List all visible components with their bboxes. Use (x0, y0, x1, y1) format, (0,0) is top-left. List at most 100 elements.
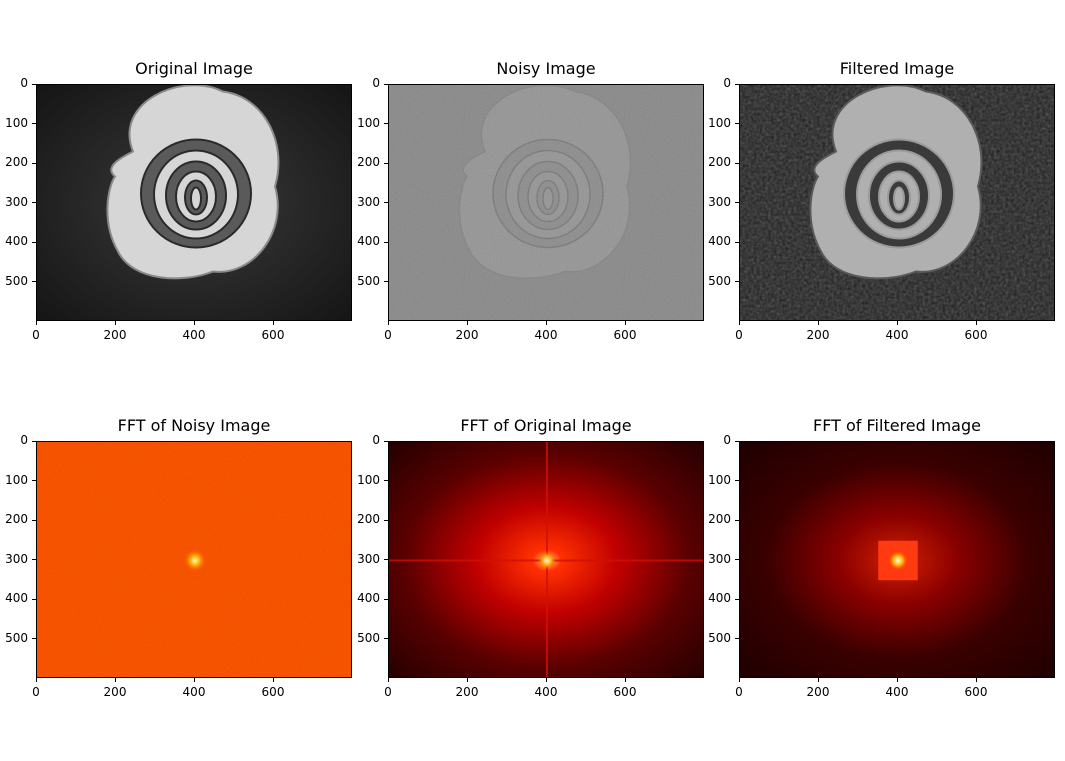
x-tick-label: 600 (613, 685, 637, 699)
x-tick-label: 0 (384, 328, 392, 342)
y-tick-mark (735, 519, 739, 521)
y-tick-label: 500 (357, 630, 380, 645)
x-tick-mark (387, 321, 389, 325)
x-tick-label: 200 (103, 328, 127, 342)
y-tick-label: 200 (5, 155, 28, 169)
x-tick-label: 600 (964, 328, 988, 342)
y-tick-label: 300 (357, 194, 380, 209)
subplot-panel: FFT of Noisy Image 0 200 400 600 0 100 200 300 40… (5, 416, 352, 699)
y-tick-mark (735, 202, 739, 203)
x-tick-mark (466, 678, 468, 682)
x-tick-label: 0 (32, 328, 40, 342)
rose-shape (809, 85, 983, 280)
y-tick-mark (32, 281, 36, 282)
y-tick-label: 0 (723, 433, 731, 447)
plot-area (739, 441, 1055, 678)
y-tick-label: 200 (708, 155, 731, 169)
x-tick-mark (114, 678, 116, 682)
y-tick-label: 300 (357, 551, 380, 566)
x-tick-mark (272, 678, 274, 682)
y-tick-label: 300 (5, 194, 28, 209)
y-tick-label: 300 (708, 551, 731, 566)
x-tick-label: 0 (735, 328, 743, 342)
x-tick-label: 200 (455, 328, 479, 342)
dc-peak (888, 550, 908, 571)
x-tick-label: 600 (964, 685, 988, 699)
dc-peak (183, 548, 207, 573)
x-tick-mark (193, 321, 195, 325)
y-tick-mark (32, 638, 36, 639)
y-tick-label: 200 (357, 512, 380, 526)
y-tick-mark (735, 638, 739, 639)
y-tick-mark (384, 162, 388, 164)
y-tick-mark (384, 202, 388, 203)
y-tick-label: 0 (20, 76, 28, 90)
y-tick-mark (735, 123, 739, 124)
y-tick-mark (32, 241, 36, 243)
subplot-panel: Filtered Image 0 200 400 600 0 100 200 300 400 500 (708, 59, 1055, 342)
x-tick-mark (35, 678, 37, 682)
image-display (389, 85, 703, 320)
subplot-title: FFT of Filtered Image (813, 416, 981, 435)
image-display (740, 85, 1054, 320)
x-tick-label: 400 (534, 328, 558, 342)
y-tick-mark (384, 559, 388, 560)
plot-area (739, 84, 1055, 321)
x-tick-label: 0 (32, 685, 40, 699)
subplot-title: FFT of Original Image (460, 416, 632, 435)
x-tick-label: 200 (806, 685, 830, 699)
x-tick-label: 600 (613, 328, 637, 342)
x-tick-mark (272, 321, 274, 325)
y-tick-label: 0 (723, 76, 731, 90)
x-tick-mark (896, 321, 898, 325)
subplot-panel: Noisy Image 0 200 400 600 0 100 200 300 400 500 (357, 59, 704, 342)
subplot-panel: FFT of Filtered Image 0 200 400 600 0 100 200 30… (708, 416, 1055, 699)
x-tick-label: 400 (534, 685, 558, 699)
subplot-panel: Original Image 0 200 400 600 0 100 200 300 400 500 (5, 59, 352, 342)
y-tick-mark (384, 241, 388, 243)
x-tick-label: 600 (261, 328, 285, 342)
y-tick-label: 400 (5, 234, 28, 248)
x-tick-mark (114, 321, 116, 325)
plot-area (388, 84, 704, 321)
y-tick-mark (735, 162, 739, 164)
y-tick-mark (32, 162, 36, 164)
y-tick-mark (32, 202, 36, 203)
y-tick-label: 400 (357, 234, 380, 248)
y-tick-label: 400 (5, 591, 28, 605)
x-tick-mark (193, 678, 195, 682)
x-tick-mark (975, 678, 977, 682)
y-tick-label: 200 (708, 512, 731, 526)
y-tick-mark (735, 281, 739, 282)
x-tick-mark (466, 321, 468, 325)
y-tick-label: 100 (357, 115, 380, 130)
y-tick-mark (384, 123, 388, 124)
plot-area (388, 441, 704, 678)
y-tick-mark (32, 440, 36, 442)
y-tick-mark (384, 281, 388, 282)
y-tick-label: 500 (357, 273, 380, 288)
y-tick-label: 300 (5, 551, 28, 566)
x-tick-mark (896, 678, 898, 682)
y-tick-mark (32, 598, 36, 600)
y-tick-mark (735, 598, 739, 600)
y-tick-mark (735, 480, 739, 481)
x-tick-mark (738, 678, 740, 682)
y-tick-label: 400 (708, 234, 731, 248)
x-tick-mark (817, 678, 819, 682)
y-tick-label: 200 (357, 155, 380, 169)
x-tick-mark (738, 321, 740, 325)
x-tick-mark (545, 321, 547, 325)
spectrum-display (389, 442, 703, 677)
spectrum-display (740, 442, 1054, 677)
x-tick-label: 600 (261, 685, 285, 699)
y-tick-mark (32, 559, 36, 560)
x-tick-mark (817, 321, 819, 325)
y-tick-mark (735, 83, 739, 85)
subplot-title: FFT of Noisy Image (117, 416, 271, 435)
y-tick-mark (32, 480, 36, 481)
y-tick-label: 0 (20, 433, 28, 447)
plot-area (36, 84, 352, 321)
subplot-panel: FFT of Original Image 0 200 400 600 0 100 200 30… (357, 416, 704, 699)
x-tick-mark (545, 678, 547, 682)
